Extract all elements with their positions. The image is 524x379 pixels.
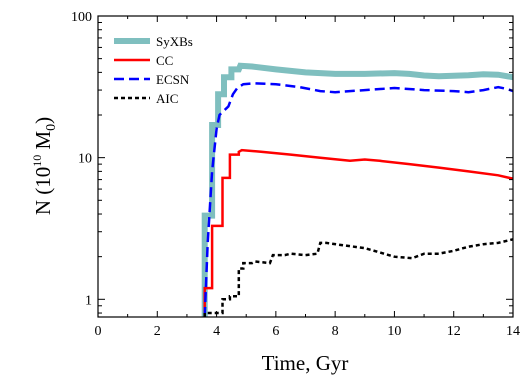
x-tick-label: 0 [95,324,102,339]
x-tick-label: 2 [154,324,161,339]
y-axis-title-unit: M [31,131,55,155]
legend-label-ecsn: ECSN [156,72,190,87]
legend: SyXBs CC ECSN AIC [114,34,193,106]
legend-label-cc: CC [156,53,173,68]
x-tick-label: 10 [387,324,401,339]
y-axis-title-sub: 0 [44,124,59,131]
legend-label-aic: AIC [156,91,178,106]
y-tick-label: 1 [85,293,92,308]
series-line-ecsn [203,82,513,317]
x-tick-label: 12 [447,324,461,339]
series-line-aic [203,238,513,317]
x-tick-label: 8 [332,324,339,339]
y-tick-label: 100 [71,10,92,25]
series-layer [201,62,513,317]
x-axis-title: Time, Gyr [262,351,349,375]
x-tick-label: 6 [272,324,279,339]
x-tick-label: 14 [506,324,520,339]
y-tick-label: 10 [78,152,92,167]
series-line-syxbs [201,62,513,317]
legend-label-syxbs: SyXBs [156,34,193,49]
y-axis-title-exp: 10 [30,155,44,167]
y-axis-title: N (1010 M0) [30,117,59,215]
ticks-layer: 0 2 4 6 8 10 12 14 1 10 100 [71,10,520,339]
series-line-cc [203,148,513,317]
y-axis-title-base: N (10 [31,167,55,215]
x-tick-label: 4 [213,324,220,339]
y-axis-title-close: ) [31,117,55,124]
